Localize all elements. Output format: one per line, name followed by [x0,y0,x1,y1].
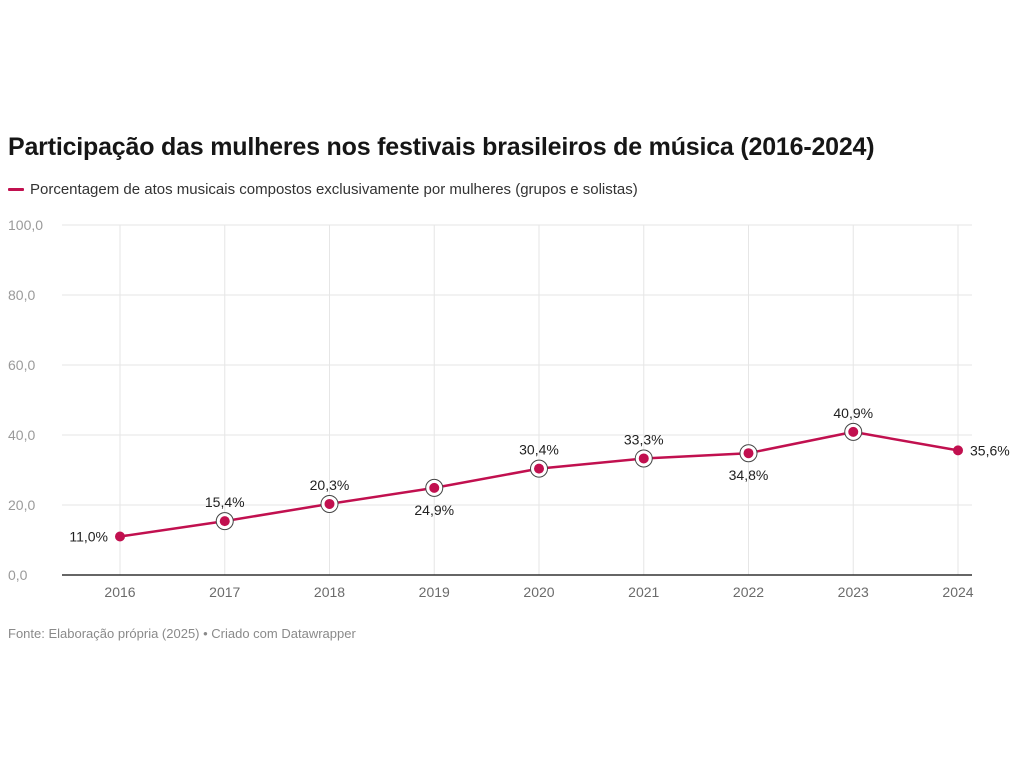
data-label: 30,4% [519,442,559,458]
source-note: Fonte: Elaboração própria (2025) • Criad… [8,626,356,641]
data-point [534,463,544,474]
data-label: 20,3% [310,477,350,493]
data-labels: 11,0% 15,4% 20,3% 24,9% 30,4% 33,3% 34,8% 40,9%… [69,405,1009,545]
data-point [219,516,230,527]
chart-legend: Porcentagem de atos musicais compostos e… [8,181,638,198]
data-label: 33,3% [624,431,664,447]
x-tick-label: 2021 [628,584,659,600]
data-label: 35,6% [970,442,1010,458]
data-label: 15,4% [205,494,245,510]
chart-title: Participação das mulheres nos festivais … [8,133,875,161]
x-tick-label: 2019 [419,584,450,600]
y-tick-label: 60,0 [8,357,35,373]
data-point [848,426,859,437]
grid-lines [62,224,972,575]
data-label: 40,9% [833,405,873,421]
data-label: 24,9% [414,502,454,518]
legend-swatch [8,188,24,191]
data-label: 11,0% [69,529,108,545]
legend-label: Porcentagem de atos musicais compostos e… [30,181,638,198]
data-point [638,453,649,464]
y-tick-label: 100,0 [8,217,43,233]
x-tick-label: 2023 [838,584,869,600]
data-point [429,482,440,493]
y-tick-label: 0,0 [8,567,28,583]
x-tick-label: 2024 [942,584,973,600]
y-tick-label: 20,0 [8,497,35,513]
axes: 0,0 20,0 40,0 60,0 80,0 100,0 2016 2017 2018 2019… [8,217,974,600]
data-label: 34,8% [729,467,769,483]
x-tick-label: 2020 [523,584,554,600]
x-tick-label: 2022 [733,584,764,600]
data-points [115,422,963,542]
data-point [115,531,125,542]
y-tick-label: 40,0 [8,427,35,443]
x-tick-label: 2016 [104,584,135,600]
data-point [953,445,963,456]
y-tick-label: 80,0 [8,287,35,303]
x-tick-label: 2018 [314,584,345,600]
x-tick-label: 2017 [209,584,240,600]
data-point [743,448,754,459]
data-point [324,498,335,509]
